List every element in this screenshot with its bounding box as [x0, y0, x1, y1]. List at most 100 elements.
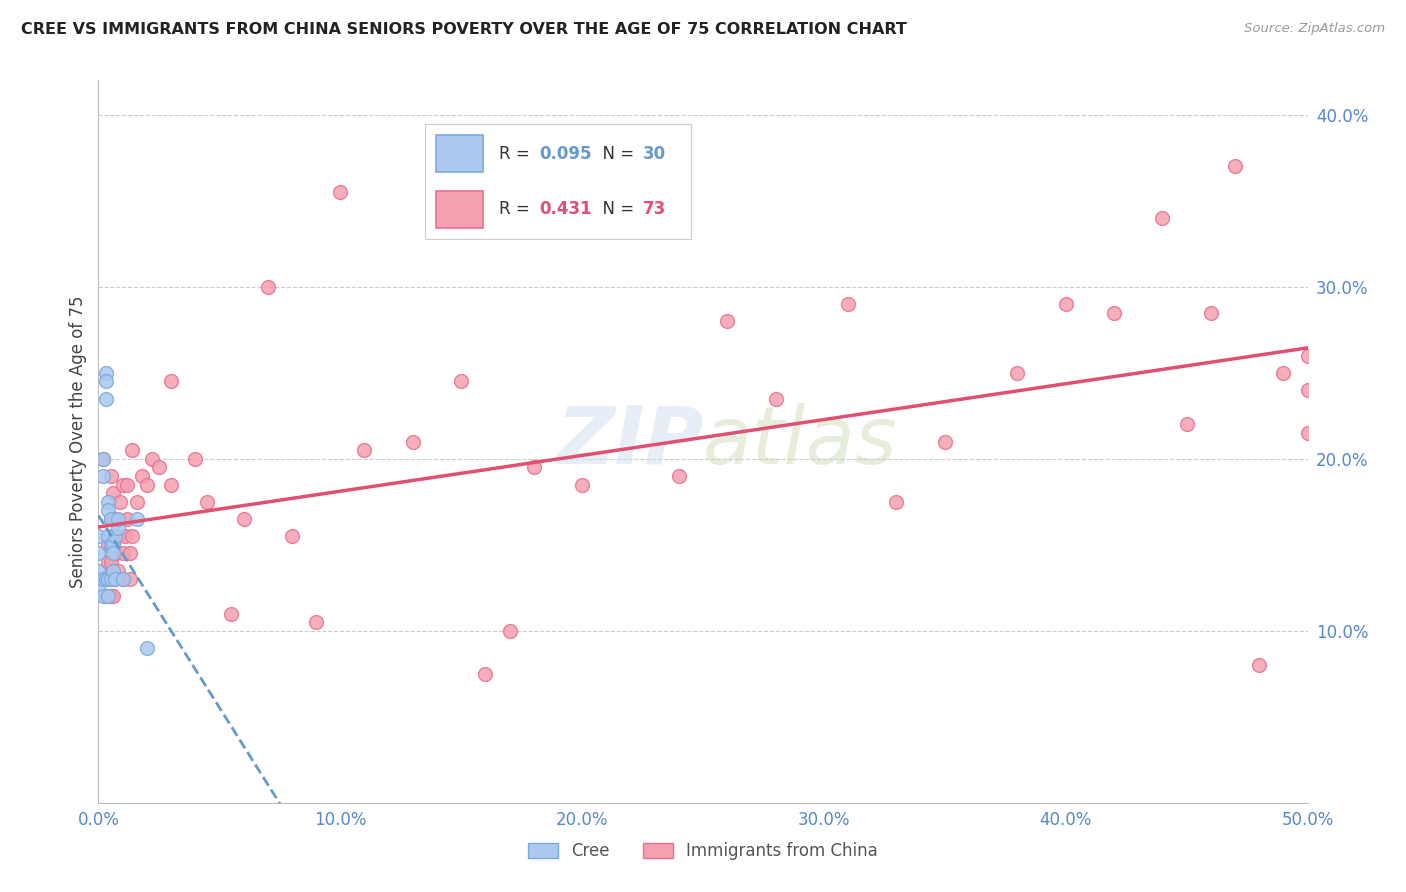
Point: [117, 512, 139, 526]
Point: [1175, 417, 1198, 432]
Point: [94, 366, 117, 380]
Point: [87, 564, 110, 578]
Point: [97, 538, 120, 552]
Point: [87, 546, 110, 560]
Point: [117, 477, 139, 491]
Point: [100, 469, 122, 483]
Point: [101, 512, 124, 526]
Point: [353, 443, 375, 458]
Point: [131, 469, 153, 483]
Point: [221, 607, 243, 621]
Point: [101, 538, 124, 552]
Point: [94, 392, 117, 406]
Point: [97, 572, 120, 586]
Point: [91, 469, 114, 483]
Point: [571, 477, 593, 491]
Point: [184, 451, 207, 466]
Point: [1296, 383, 1319, 397]
Point: [100, 538, 122, 552]
Point: [305, 615, 328, 630]
Point: [104, 572, 127, 586]
Point: [256, 279, 278, 293]
Point: [402, 434, 425, 449]
Point: [114, 529, 136, 543]
Point: [101, 564, 124, 578]
Point: [118, 546, 141, 560]
Point: [107, 512, 129, 526]
Point: [1054, 297, 1077, 311]
Point: [160, 375, 183, 389]
Point: [100, 572, 122, 586]
Point: [94, 375, 117, 389]
Point: [121, 443, 143, 458]
Point: [97, 494, 120, 508]
Point: [765, 392, 787, 406]
Point: [111, 572, 134, 586]
Point: [523, 460, 546, 475]
Point: [118, 572, 141, 586]
Point: [101, 538, 124, 552]
Point: [1199, 305, 1222, 319]
Point: [91, 451, 114, 466]
Point: [1152, 211, 1174, 225]
Point: [97, 503, 120, 517]
Point: [1296, 425, 1319, 440]
Text: Source: ZipAtlas.com: Source: ZipAtlas.com: [1244, 22, 1385, 36]
Point: [94, 572, 117, 586]
Point: [101, 486, 124, 500]
Point: [1296, 349, 1319, 363]
Point: [94, 590, 117, 604]
Point: [91, 451, 114, 466]
Point: [100, 555, 122, 569]
Point: [101, 564, 124, 578]
Point: [232, 512, 254, 526]
Point: [94, 572, 117, 586]
Point: [97, 529, 120, 543]
Point: [87, 581, 110, 595]
Point: [1223, 159, 1246, 173]
Point: [97, 555, 120, 569]
Point: [104, 546, 127, 560]
Point: [1272, 366, 1295, 380]
Point: [135, 640, 157, 655]
Point: [498, 624, 520, 638]
Point: [111, 477, 134, 491]
Point: [100, 538, 122, 552]
Point: [1102, 305, 1125, 319]
Point: [111, 572, 134, 586]
Y-axis label: Seniors Poverty Over the Age of 75: Seniors Poverty Over the Age of 75: [69, 295, 87, 588]
Text: CREE VS IMMIGRANTS FROM CHINA SENIORS POVERTY OVER THE AGE OF 75 CORRELATION CHA: CREE VS IMMIGRANTS FROM CHINA SENIORS PO…: [21, 22, 907, 37]
Point: [1249, 658, 1271, 673]
Point: [148, 460, 170, 475]
Point: [141, 451, 163, 466]
Point: [450, 375, 472, 389]
Point: [837, 297, 859, 311]
Point: [91, 572, 114, 586]
Point: [668, 469, 690, 483]
Point: [160, 477, 183, 491]
Point: [100, 590, 122, 604]
Point: [127, 494, 149, 508]
Point: [97, 590, 120, 604]
Point: [127, 512, 149, 526]
Point: [107, 520, 129, 534]
Point: [104, 512, 127, 526]
Point: [100, 512, 122, 526]
Point: [101, 546, 124, 560]
Point: [100, 572, 122, 586]
Point: [104, 529, 127, 543]
Point: [101, 590, 124, 604]
Point: [100, 512, 122, 526]
Point: [716, 314, 738, 328]
Text: atlas: atlas: [703, 402, 898, 481]
Point: [195, 494, 218, 508]
Point: [474, 666, 496, 681]
Point: [104, 572, 127, 586]
Point: [121, 529, 143, 543]
Point: [329, 185, 352, 199]
Legend: Cree, Immigrants from China: Cree, Immigrants from China: [522, 836, 884, 867]
Point: [886, 494, 908, 508]
Point: [91, 590, 114, 604]
Point: [97, 572, 120, 586]
Point: [281, 529, 304, 543]
